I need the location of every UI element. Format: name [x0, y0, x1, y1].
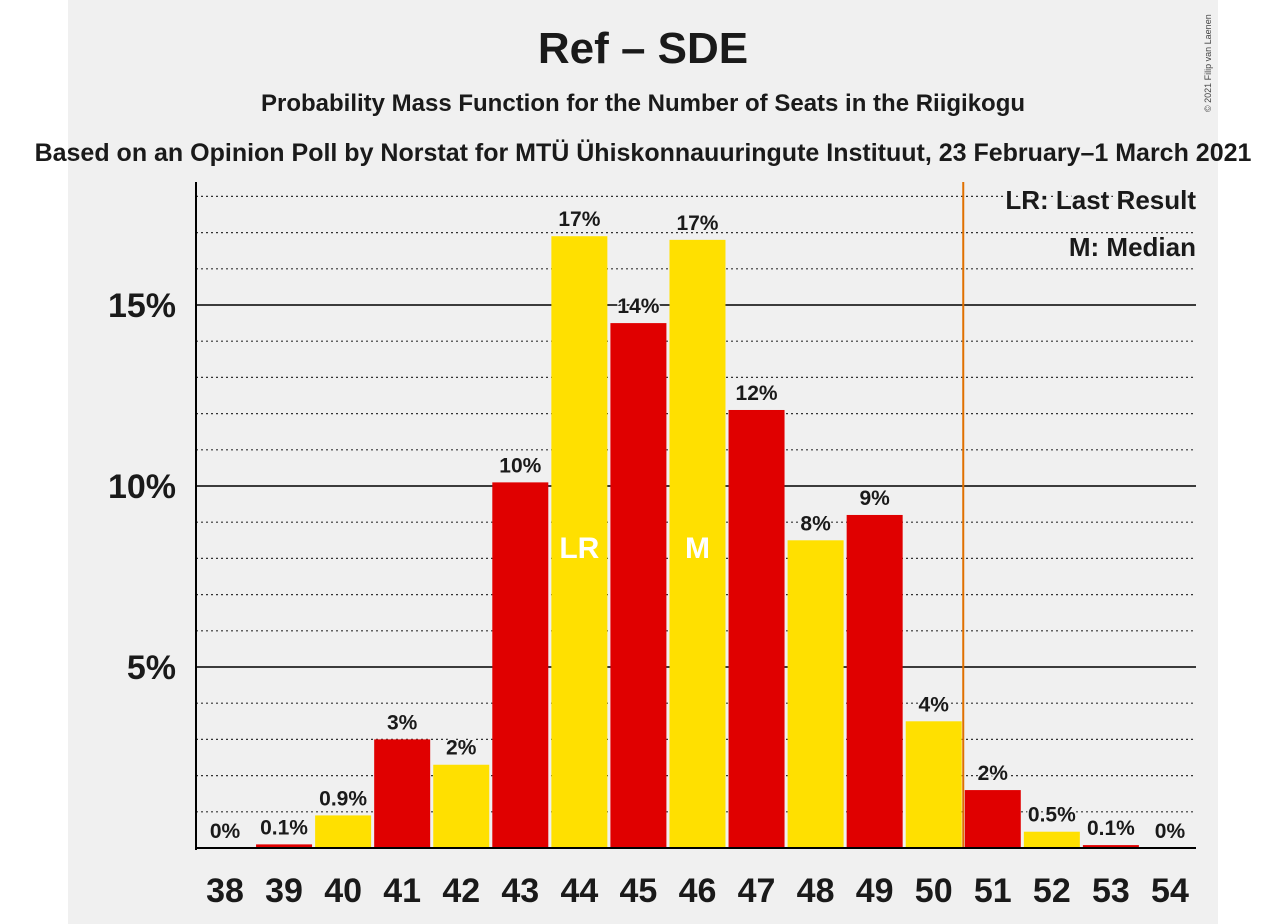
x-tick-label: 45	[620, 872, 658, 910]
bar-seats-53	[1082, 845, 1139, 848]
bar-seats-44	[551, 236, 608, 849]
bar-marker-lr: LR	[559, 532, 599, 565]
x-tick-label: 53	[1092, 872, 1130, 910]
bar-seats-45	[610, 323, 667, 849]
x-tick-label: 51	[974, 872, 1012, 910]
legend-entry: LR: Last Result	[1005, 185, 1196, 215]
data-label: 0.5%	[1028, 804, 1076, 827]
bar-seats-46	[669, 239, 726, 849]
data-label: 0.1%	[1087, 817, 1135, 840]
x-tick-label: 49	[856, 872, 894, 910]
x-tick-label: 46	[679, 872, 717, 910]
bar-seats-42	[433, 764, 490, 848]
chart-subtitle: Probability Mass Function for the Number…	[260, 90, 1026, 117]
x-tick-label: 38	[206, 872, 244, 910]
x-tick-label: 52	[1033, 872, 1071, 910]
bar-seats-48	[787, 540, 844, 848]
x-tick-label: 41	[383, 872, 421, 910]
bar-seats-40	[315, 815, 372, 848]
data-label: 2%	[446, 737, 477, 760]
x-tick-label: 39	[265, 872, 303, 910]
bar-seats-50	[905, 721, 962, 848]
x-tick-label: 44	[560, 872, 598, 910]
y-tick-label: 15%	[108, 287, 176, 325]
data-label: 0%	[210, 820, 241, 843]
data-label: 0.9%	[319, 787, 367, 810]
x-tick-label: 43	[501, 872, 539, 910]
data-label: 12%	[736, 382, 778, 405]
data-label: 17%	[558, 208, 600, 231]
data-label: 4%	[919, 693, 950, 716]
chart-source: Based on an Opinion Poll by Norstat for …	[34, 139, 1252, 167]
data-label: 3%	[387, 711, 418, 734]
bar-seats-49	[846, 514, 903, 848]
x-tick-label: 50	[915, 872, 953, 910]
x-tick-label: 47	[738, 872, 776, 910]
data-label: 0%	[1155, 820, 1186, 843]
data-label: 10%	[499, 454, 541, 477]
x-tick-label: 54	[1151, 872, 1189, 910]
data-label: 2%	[978, 762, 1009, 785]
bar-seats-51	[964, 790, 1021, 848]
bar-marker-m: M	[685, 532, 710, 565]
data-label: 14%	[617, 295, 659, 318]
x-tick-label: 48	[797, 872, 835, 910]
y-tick-label: 10%	[108, 468, 176, 506]
bar-seats-52	[1023, 831, 1080, 848]
y-tick-label: 5%	[127, 649, 176, 687]
data-label: 8%	[800, 512, 831, 535]
data-label: 17%	[676, 212, 718, 235]
bar-seats-43	[492, 482, 549, 848]
bar-seats-47	[728, 409, 785, 848]
legend-entry: M: Median	[1069, 232, 1196, 262]
x-tick-label: 40	[324, 872, 362, 910]
bar-seats-41	[374, 739, 431, 848]
data-label: 0.1%	[260, 816, 308, 839]
bar-seats-39	[256, 844, 313, 848]
chart-title: Ref – SDE	[537, 24, 749, 73]
data-label: 9%	[859, 487, 890, 510]
x-tick-label: 42	[442, 872, 480, 910]
